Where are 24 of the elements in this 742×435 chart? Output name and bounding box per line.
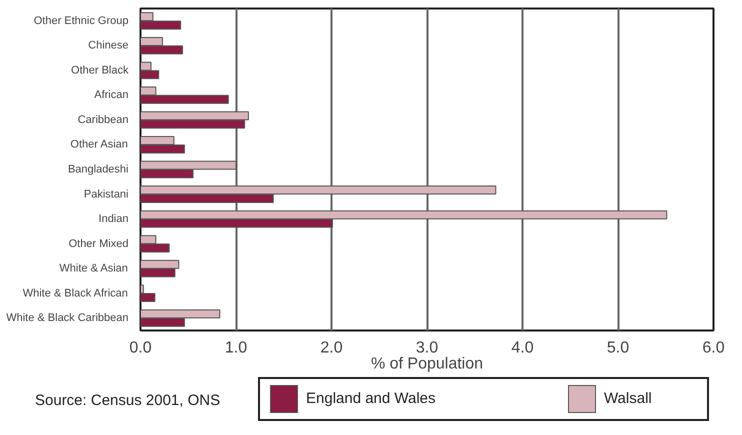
x-axis-title: % of Population (370, 356, 484, 372)
x-tick-label: 3.0 (416, 340, 438, 356)
y-tick-label: Bangladeshi (68, 164, 129, 176)
y-tick-label: White & Black Caribbean (6, 312, 129, 324)
y-tick-label: Pakistani (84, 188, 129, 200)
y-tick-label: African (94, 89, 129, 102)
x-tick-label: 5.0 (606, 340, 630, 356)
y-tick-label: Other Mixed (68, 238, 129, 250)
x-tick-label: 0.0 (129, 340, 152, 356)
y-tick-label: Chinese (88, 40, 128, 52)
y-tick-label: Other Asian (70, 138, 128, 151)
y-tick-label: Other Ethnic Group (34, 14, 129, 27)
y-tick-label: Indian (98, 213, 129, 226)
y-tick-label: Other Black (71, 64, 129, 76)
y-tick-label: White & Asian (59, 262, 128, 275)
x-tick-label: 6.0 (702, 340, 725, 356)
y-tick-label: White & Black African (22, 287, 128, 300)
x-tick-label: 4.0 (511, 340, 534, 356)
x-tick-label: 1.0 (224, 340, 248, 356)
y-tick-label: Caribbean (78, 114, 129, 126)
legend-label: England and Wales (306, 389, 436, 410)
legend-label: Walsall (604, 389, 652, 410)
x-tick-label: 2.0 (320, 340, 343, 356)
source-note: Source: Census 2001, ONS (35, 391, 220, 411)
